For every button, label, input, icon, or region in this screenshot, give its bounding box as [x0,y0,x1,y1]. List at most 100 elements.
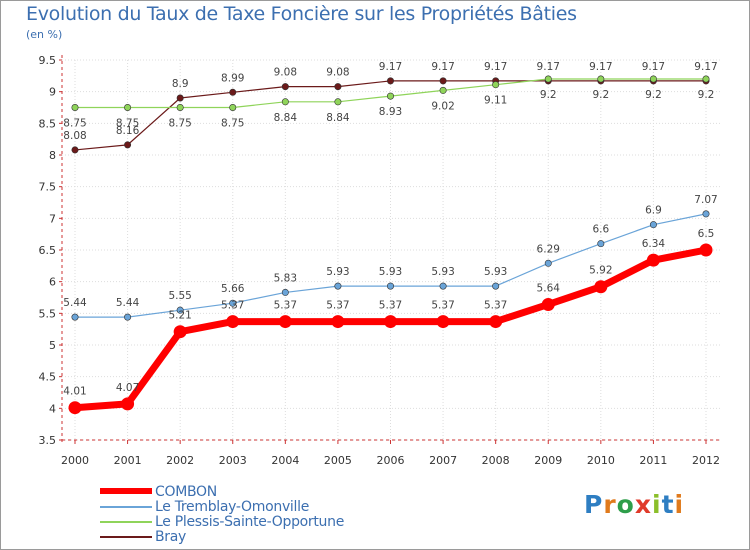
y-tick-label: 4.5 [39,371,57,384]
x-tick-label: 2009 [534,454,562,467]
logo-letter: x [634,490,652,519]
logo-letter: o [616,490,635,519]
data-point-combon [226,315,240,329]
data-label-combon: 5.37 [326,300,349,312]
logo-letter: r [603,490,617,519]
data-point-bray [439,77,447,85]
data-point-le-plessis-sainte-opportune [597,75,605,83]
data-point-combon [384,315,397,329]
data-label-le-plessis-sainte-opportune: 8.75 [168,118,191,130]
data-label-combon: 5.37 [274,300,297,312]
data-label-bray: 9.17 [379,61,402,73]
data-label-bray: 8.16 [116,125,140,137]
data-point-le-tremblay-omonville [124,313,132,321]
data-point-le-tremblay-omonville [71,313,79,321]
data-label-combon: 5.37 [221,300,244,312]
data-point-combon [68,401,82,415]
data-point-le-plessis-sainte-opportune [492,81,500,89]
data-label-bray: 9.08 [274,67,297,79]
data-point-combon [436,315,450,329]
legend-label-le-tremblay-omonville: Le Tremblay-Omonville [155,499,310,515]
x-tick-label: 2004 [271,454,299,467]
y-tick-label: 3.5 [39,434,57,447]
data-point-le-plessis-sainte-opportune [386,92,394,100]
x-tick-label: 2006 [377,454,405,467]
data-label-le-plessis-sainte-opportune: 8.84 [274,112,298,124]
data-label-le-tremblay-omonville: 7.07 [694,194,717,206]
y-tick-label: 8 [49,149,56,162]
data-point-combon [594,280,608,294]
data-label-le-tremblay-omonville: 5.93 [484,266,507,278]
data-point-le-tremblay-omonville [649,221,657,229]
x-tick-label: 2000 [61,454,89,467]
logo-letter: P [584,490,604,519]
data-label-bray: 9.17 [589,61,612,73]
chart-title: Evolution du Taux de Taxe Foncière sur l… [26,3,577,25]
data-label-le-plessis-sainte-opportune: 9.2 [592,89,609,101]
data-label-bray: 9.17 [694,61,717,73]
data-label-bray: 9.17 [484,61,507,73]
data-point-combon [646,253,660,267]
data-label-le-plessis-sainte-opportune: 8.75 [63,118,86,130]
data-label-bray: 8.99 [221,72,244,84]
x-tick-label: 2010 [587,454,615,467]
data-label-combon: 5.21 [168,310,191,322]
y-tick-label: 8.5 [39,117,57,130]
data-label-combon: 4.07 [116,382,139,394]
data-point-le-plessis-sainte-opportune [649,75,657,83]
y-tick-label: 7 [49,212,56,225]
data-point-le-tremblay-omonville [439,282,447,290]
data-point-bray [334,83,342,91]
legend-swatch-combon [100,488,152,494]
legend-label-le-plessis-sainte-opportune: Le Plessis-Sainte-Opportune [155,514,345,530]
data-point-combon [699,243,713,257]
data-point-le-plessis-sainte-opportune [124,104,132,112]
data-point-le-plessis-sainte-opportune [71,104,79,112]
data-label-le-plessis-sainte-opportune: 9.2 [540,89,557,101]
data-label-combon: 5.92 [589,265,612,277]
data-point-combon [121,397,135,411]
data-label-le-plessis-sainte-opportune: 9.2 [645,89,662,101]
data-label-le-plessis-sainte-opportune: 8.84 [326,112,350,124]
data-label-le-tremblay-omonville: 5.66 [221,283,245,295]
data-point-le-tremblay-omonville [176,306,184,314]
logo-letter: i [652,490,662,519]
data-label-le-plessis-sainte-opportune: 8.75 [221,118,244,130]
data-point-le-plessis-sainte-opportune [176,104,184,112]
y-tick-label: 4 [49,402,56,415]
y-tick-label: 5.5 [39,307,57,320]
data-label-le-plessis-sainte-opportune: 9.2 [698,89,715,101]
data-point-le-tremblay-omonville [702,210,710,218]
data-point-le-plessis-sainte-opportune [334,98,342,106]
data-label-le-plessis-sainte-opportune: 8.93 [379,106,402,118]
data-point-bray [176,94,184,102]
y-tick-label: 9 [49,86,56,99]
legend-swatch-le-tremblay-omonville [100,506,152,508]
data-label-le-tremblay-omonville: 5.93 [326,266,349,278]
y-tick-label: 5 [49,339,56,352]
legend-label-bray: Bray [155,529,187,545]
data-point-le-tremblay-omonville [229,299,237,307]
x-tick-label: 2008 [482,454,510,467]
logo-letter: i [674,490,685,519]
data-label-le-tremblay-omonville: 6.9 [645,205,662,217]
data-label-le-tremblay-omonville: 5.93 [431,266,454,278]
data-point-le-tremblay-omonville [386,282,394,290]
data-point-le-tremblay-omonville [597,240,605,248]
legend-swatch-le-plessis-sainte-opportune [100,521,152,523]
logo-letter: t [661,490,675,519]
data-label-le-tremblay-omonville: 6.6 [592,224,609,236]
data-label-bray: 9.17 [431,61,454,73]
data-label-bray: 8.08 [63,130,86,142]
data-point-le-plessis-sainte-opportune [439,86,447,94]
data-label-le-tremblay-omonville: 5.93 [379,266,402,278]
data-point-bray [71,146,79,154]
data-point-combon [173,325,187,339]
data-label-le-tremblay-omonville: 5.44 [116,297,140,309]
data-label-le-plessis-sainte-opportune: 9.11 [484,95,507,107]
data-point-combon [489,315,503,329]
data-point-bray [281,83,289,91]
data-label-le-plessis-sainte-opportune: 9.02 [431,100,454,112]
x-tick-label: 2002 [166,454,194,467]
